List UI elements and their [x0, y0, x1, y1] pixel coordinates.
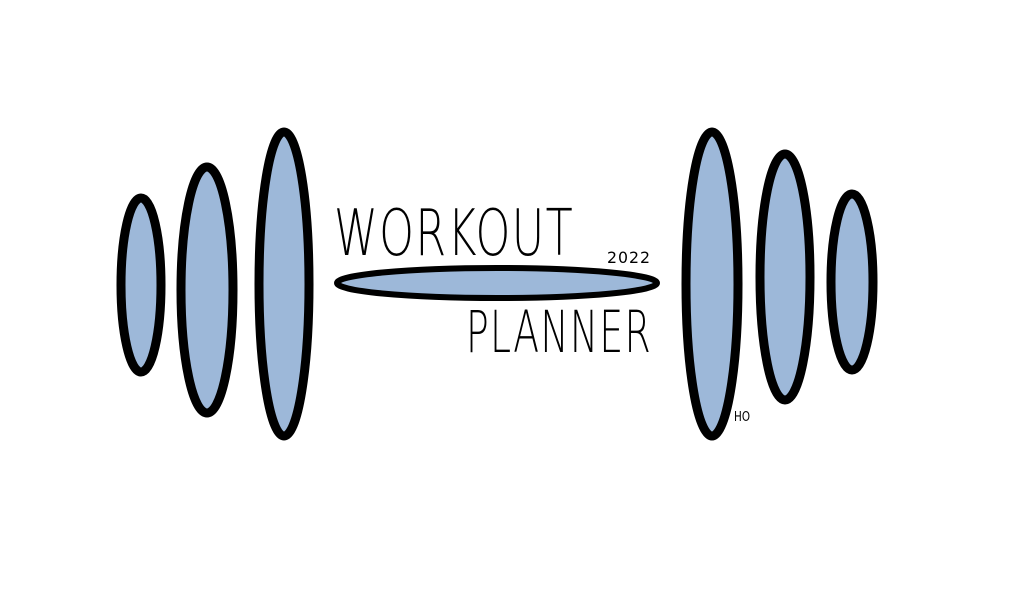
barbell-bar	[334, 265, 660, 301]
right-plate-large	[681, 127, 743, 441]
artist-signature: HO	[734, 410, 750, 425]
left-plate-large	[254, 127, 314, 441]
left-plate-medium	[176, 162, 238, 418]
left-plate-small	[116, 193, 166, 377]
right-plate-medium	[755, 149, 815, 405]
title-workout: WORKOUT	[334, 197, 574, 271]
year-label: 2022	[607, 248, 651, 267]
title-planner: PLANNER	[466, 298, 652, 366]
right-plate-small	[826, 189, 878, 375]
